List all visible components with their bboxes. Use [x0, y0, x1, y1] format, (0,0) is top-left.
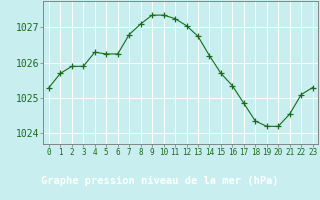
Text: Graphe pression niveau de la mer (hPa): Graphe pression niveau de la mer (hPa) — [41, 176, 279, 186]
